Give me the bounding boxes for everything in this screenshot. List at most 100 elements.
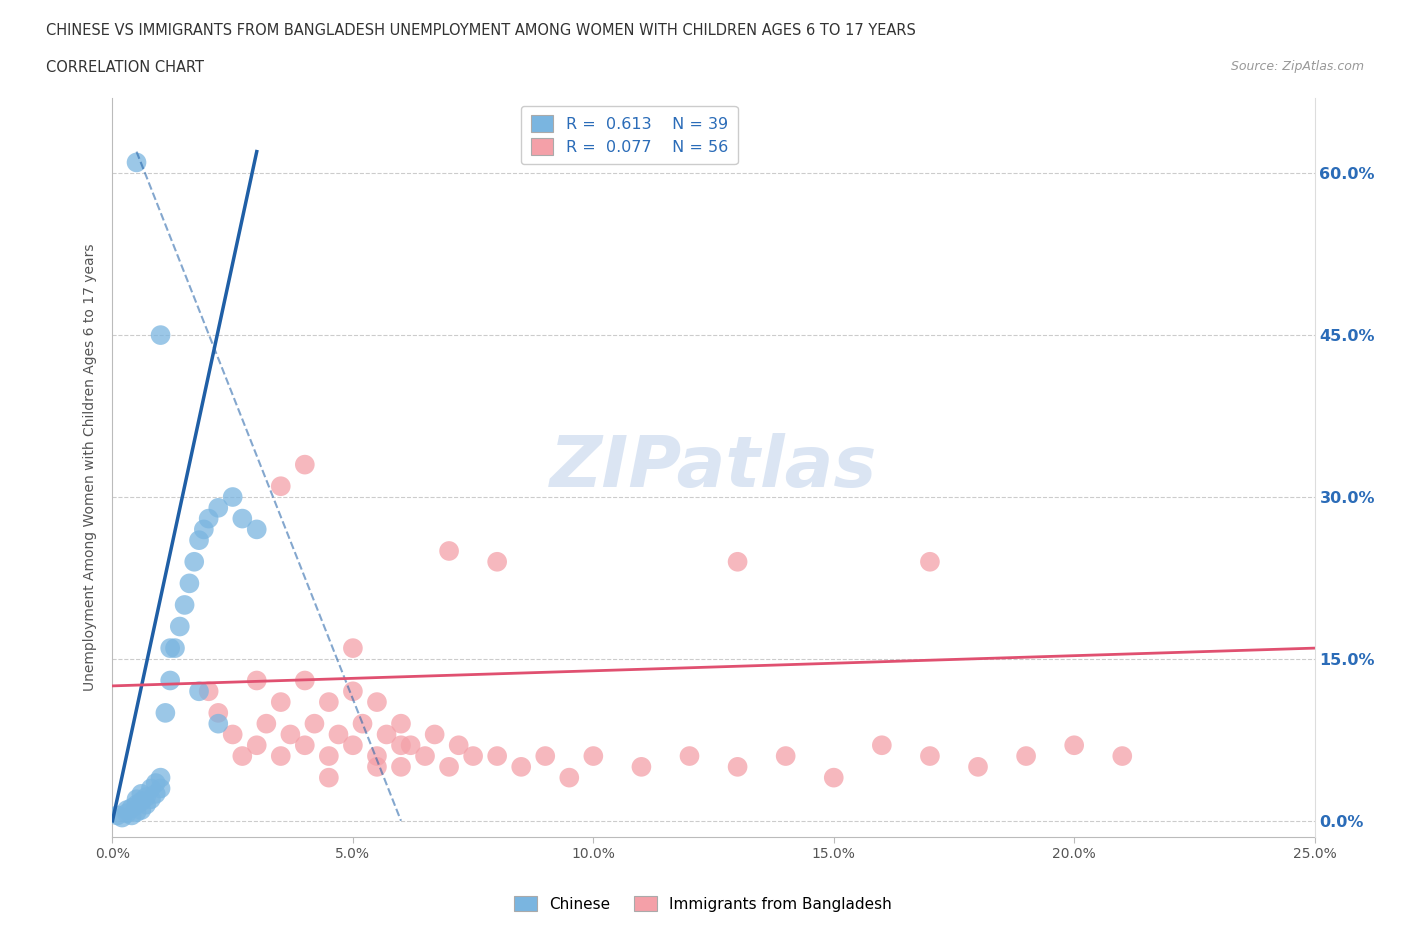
- Point: [270, 695, 292, 710]
- Point: [389, 716, 412, 731]
- Point: [115, 803, 138, 817]
- Point: [193, 522, 215, 537]
- Text: ZIPatlas: ZIPatlas: [550, 432, 877, 502]
- Point: [678, 749, 700, 764]
- Point: [375, 727, 398, 742]
- Point: [145, 776, 167, 790]
- Point: [270, 479, 292, 494]
- Point: [125, 791, 148, 806]
- Point: [328, 727, 350, 742]
- Point: [413, 749, 436, 764]
- Point: [342, 641, 364, 656]
- Point: [727, 554, 749, 569]
- Point: [389, 760, 412, 775]
- Point: [131, 787, 153, 802]
- Point: [352, 716, 374, 731]
- Point: [558, 770, 581, 785]
- Point: [437, 760, 460, 775]
- Point: [173, 597, 195, 612]
- Point: [197, 684, 219, 698]
- Point: [918, 749, 941, 764]
- Point: [294, 458, 316, 472]
- Point: [294, 737, 316, 752]
- Point: [318, 695, 340, 710]
- Point: [399, 737, 422, 752]
- Point: [486, 749, 509, 764]
- Point: [510, 760, 533, 775]
- Point: [222, 489, 245, 504]
- Point: [486, 554, 509, 569]
- Point: [149, 781, 172, 796]
- Point: [775, 749, 797, 764]
- Point: [125, 155, 148, 170]
- Point: [630, 760, 652, 775]
- Point: [1111, 749, 1133, 764]
- Point: [727, 760, 749, 775]
- Point: [231, 749, 253, 764]
- Point: [163, 641, 186, 656]
- Point: [318, 770, 340, 785]
- Point: [270, 749, 292, 764]
- Point: [318, 749, 340, 764]
- Point: [183, 554, 205, 569]
- Point: [823, 770, 845, 785]
- Point: [111, 810, 134, 825]
- Point: [125, 797, 148, 812]
- Point: [294, 673, 316, 688]
- Point: [121, 808, 143, 823]
- Point: [145, 787, 167, 802]
- Point: [188, 684, 211, 698]
- Point: [139, 781, 162, 796]
- Point: [121, 801, 143, 816]
- Point: [423, 727, 446, 742]
- Point: [135, 790, 157, 804]
- Point: [131, 803, 153, 817]
- Point: [231, 512, 253, 526]
- Text: CHINESE VS IMMIGRANTS FROM BANGLADESH UNEMPLOYMENT AMONG WOMEN WITH CHILDREN AGE: CHINESE VS IMMIGRANTS FROM BANGLADESH UN…: [46, 23, 917, 38]
- Point: [366, 760, 388, 775]
- Point: [447, 737, 470, 752]
- Point: [155, 706, 177, 721]
- Point: [246, 673, 269, 688]
- Point: [254, 716, 277, 731]
- Point: [582, 749, 605, 764]
- Point: [342, 737, 364, 752]
- Point: [222, 727, 245, 742]
- Point: [207, 716, 229, 731]
- Point: [159, 673, 181, 688]
- Point: [149, 770, 172, 785]
- Point: [207, 500, 229, 515]
- Point: [149, 327, 172, 342]
- Point: [366, 749, 388, 764]
- Legend: Chinese, Immigrants from Bangladesh: Chinese, Immigrants from Bangladesh: [509, 889, 897, 918]
- Point: [159, 641, 181, 656]
- Point: [918, 554, 941, 569]
- Point: [169, 619, 191, 634]
- Point: [534, 749, 557, 764]
- Point: [366, 695, 388, 710]
- Point: [280, 727, 302, 742]
- Text: Source: ZipAtlas.com: Source: ZipAtlas.com: [1230, 60, 1364, 73]
- Point: [304, 716, 326, 731]
- Legend: R =  0.613    N = 39, R =  0.077    N = 56: R = 0.613 N = 39, R = 0.077 N = 56: [522, 106, 738, 165]
- Point: [1063, 737, 1085, 752]
- Point: [115, 805, 138, 820]
- Point: [179, 576, 201, 591]
- Y-axis label: Unemployment Among Women with Children Ages 6 to 17 years: Unemployment Among Women with Children A…: [83, 244, 97, 691]
- Point: [188, 533, 211, 548]
- Point: [135, 797, 157, 812]
- Point: [342, 684, 364, 698]
- Point: [461, 749, 484, 764]
- Point: [1015, 749, 1038, 764]
- Point: [246, 737, 269, 752]
- Point: [131, 794, 153, 809]
- Point: [139, 791, 162, 806]
- Point: [389, 737, 412, 752]
- Point: [207, 706, 229, 721]
- Point: [105, 808, 128, 823]
- Point: [197, 512, 219, 526]
- Point: [246, 522, 269, 537]
- Point: [437, 543, 460, 558]
- Point: [967, 760, 990, 775]
- Text: CORRELATION CHART: CORRELATION CHART: [46, 60, 204, 75]
